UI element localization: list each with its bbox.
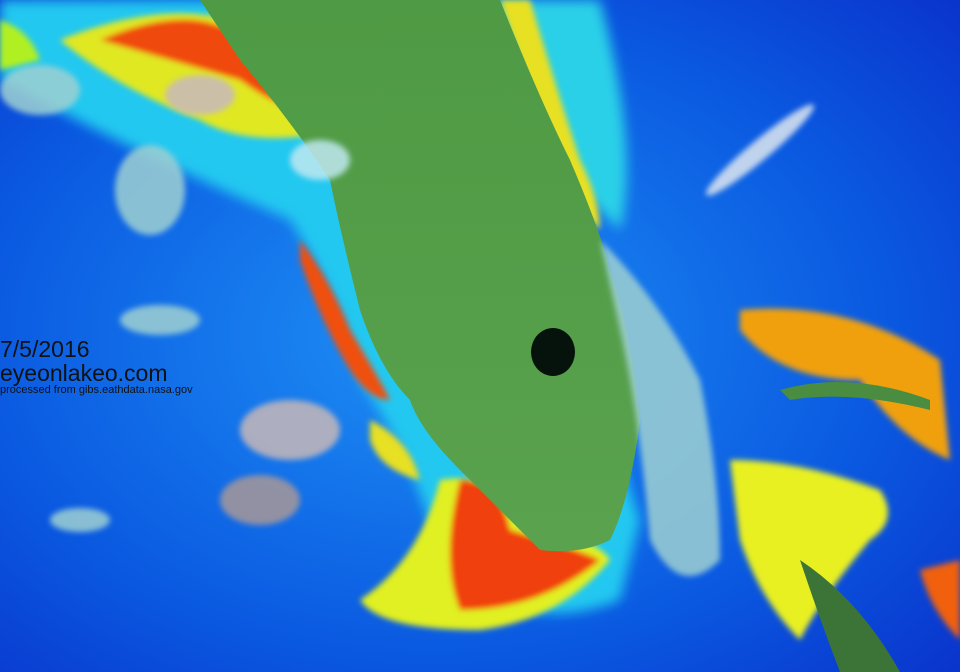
lake-okeechobee xyxy=(531,328,575,376)
site-watermark: eyeonlakeo.com xyxy=(0,360,168,386)
clouds xyxy=(0,65,815,576)
image-date: 7/5/2016 xyxy=(0,336,90,362)
cuba-coast xyxy=(800,560,900,672)
florida-peninsula xyxy=(200,0,640,552)
data-source-credit: processed from gibs.eathdata.nasa.gov xyxy=(0,384,193,396)
bahamas-island xyxy=(780,382,930,410)
